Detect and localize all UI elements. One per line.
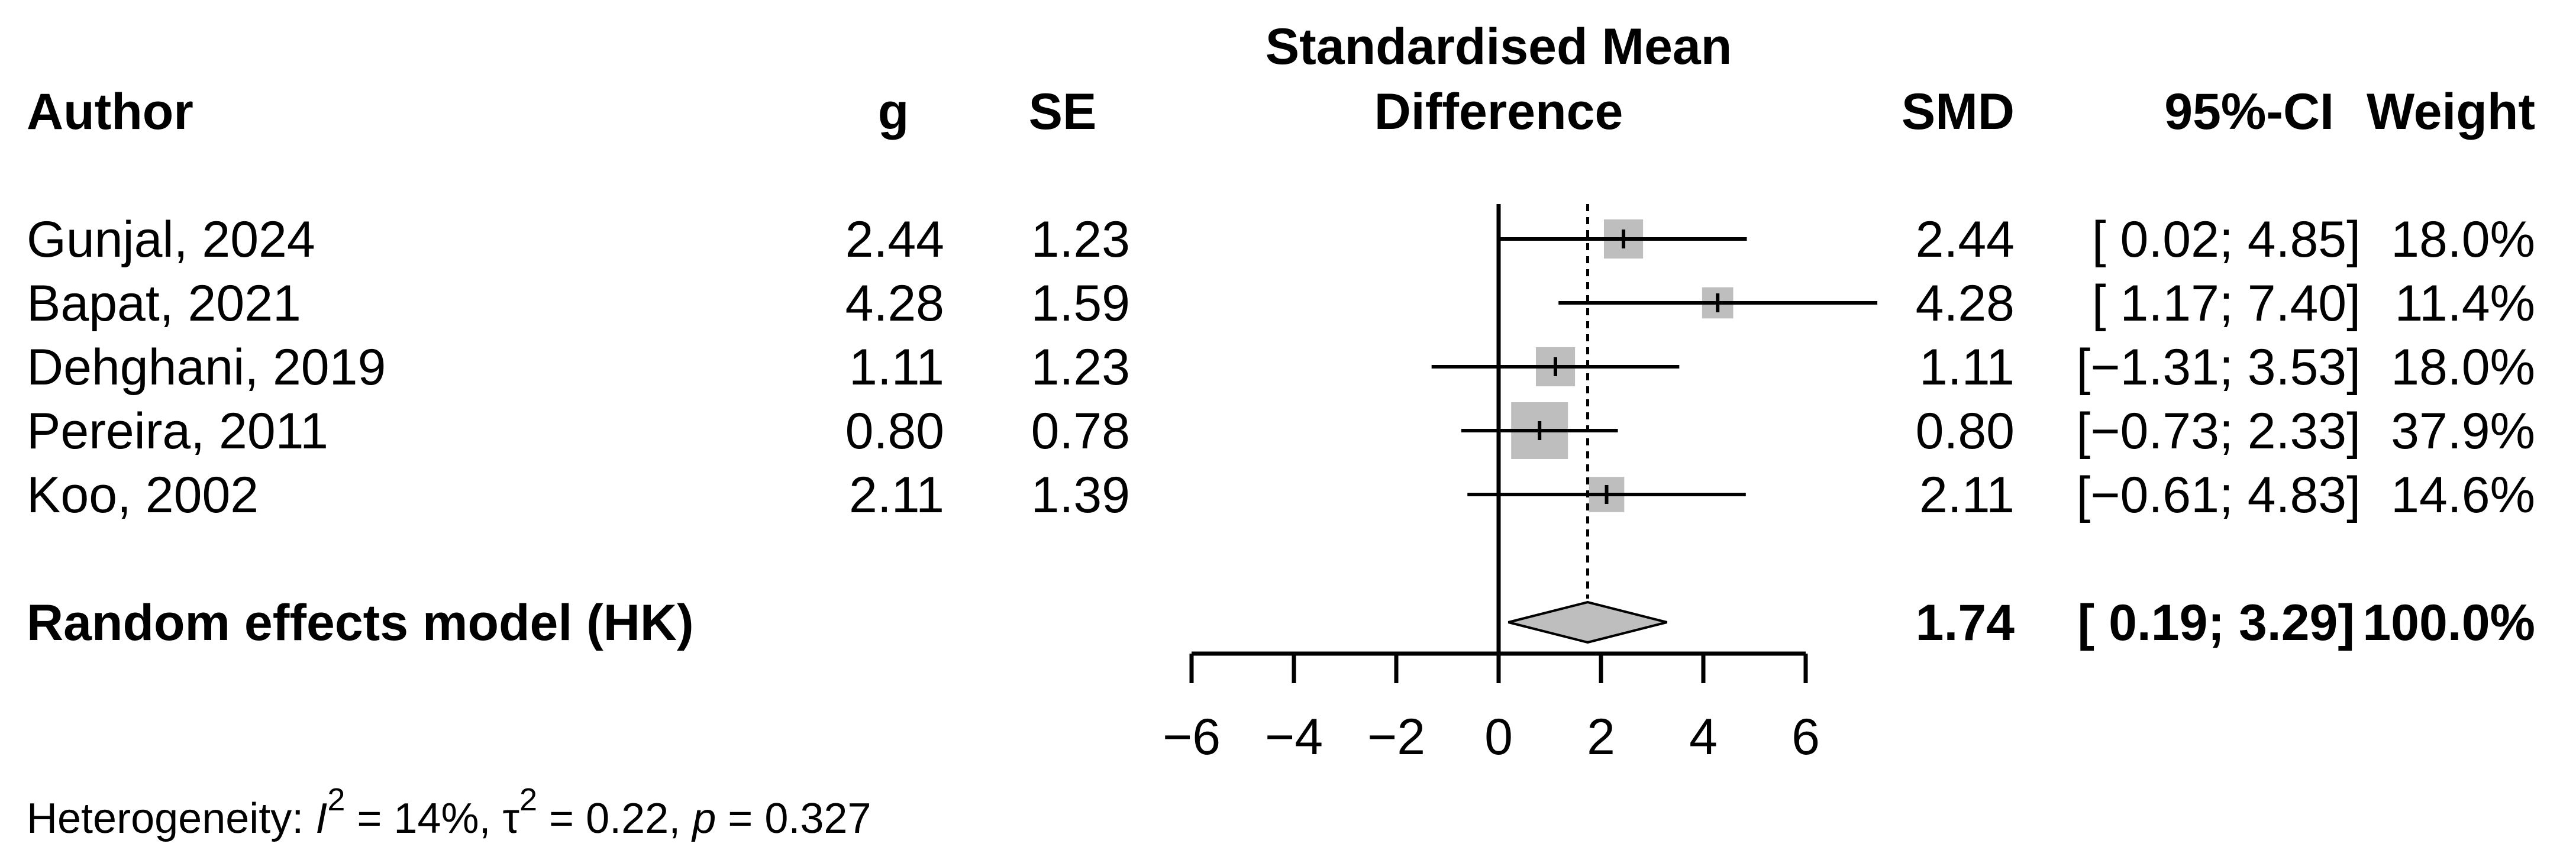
header-g: g (878, 83, 909, 140)
study-smd: 1.11 (1919, 339, 2015, 396)
study-ci: [ 1.17; 7.40] (2092, 275, 2361, 332)
study-author: Bapat, 2021 (27, 275, 301, 332)
x-axis-tick-label: 2 (1587, 709, 1615, 765)
x-axis-tick-label: −6 (1163, 709, 1221, 765)
study-ci: [−0.73; 2.33] (2076, 403, 2361, 460)
study-weight: 37.9% (2391, 403, 2535, 460)
x-axis-tick-label: 4 (1689, 709, 1718, 765)
plot-marks (1431, 204, 1878, 654)
heterogeneity-text: Heterogeneity: I2 = 14%, τ2 = 0.22, p = … (27, 782, 871, 842)
study-ci: [ 0.02; 4.85] (2092, 211, 2361, 268)
x-axis-tick-label: −4 (1265, 709, 1323, 765)
header-plot-line1: Standardised Mean (1266, 18, 1732, 75)
study-weight: 14.6% (2391, 467, 2535, 523)
x-axis-tick-label: 6 (1791, 709, 1820, 765)
study-author: Koo, 2002 (27, 467, 259, 523)
header-weight: Weight (2367, 83, 2535, 140)
x-axis: −6 −4 −2 0 2 4 6 (1163, 651, 1820, 765)
study-g: 2.44 (845, 211, 944, 268)
study-author: Pereira, 2011 (27, 403, 328, 460)
het-p-symbol: p (691, 795, 716, 842)
study-smd: 2.11 (1919, 467, 2015, 523)
header-author: Author (27, 83, 193, 140)
study-se: 1.59 (1031, 275, 1130, 332)
het-p-value: = 0.327 (716, 795, 871, 842)
study-se: 1.23 (1031, 339, 1130, 396)
study-weight: 11.4% (2395, 275, 2535, 332)
pooled-weight: 100.0% (2362, 594, 2535, 651)
study-g: 1.11 (849, 339, 944, 396)
study-se: 1.23 (1031, 211, 1130, 268)
pooled-diamond (1507, 600, 1668, 644)
x-axis-tick-label: 0 (1484, 709, 1513, 765)
study-smd: 0.80 (1916, 403, 2015, 460)
study-weight: 18.0% (2391, 211, 2535, 268)
pooled-label: Random effects model (HK) (27, 594, 694, 651)
study-ci: [−0.61; 4.83] (2076, 467, 2361, 523)
study-se: 1.39 (1031, 467, 1130, 523)
header-se: SE (1029, 83, 1097, 140)
study-rows: Gunjal, 2024 2.44 1.23 2.44 [ 0.02; 4.85] 18.… (27, 211, 2535, 523)
pooled-ci: [ 0.19; 3.29] (2078, 594, 2355, 651)
het-tau-symbol: τ (503, 795, 519, 842)
study-author: Dehghani, 2019 (27, 339, 386, 396)
het-i-value: = 14%, (345, 795, 502, 842)
study-smd: 2.44 (1916, 211, 2015, 268)
het-tau-exp: 2 (519, 782, 537, 817)
study-ci: [−1.31; 3.53] (2076, 339, 2361, 396)
study-g: 2.11 (849, 467, 944, 523)
study-g: 4.28 (845, 275, 944, 332)
header-ci: 95%-CI (2164, 83, 2334, 140)
study-se: 0.78 (1031, 403, 1130, 460)
study-weight: 18.0% (2391, 339, 2535, 396)
pooled-smd: 1.74 (1916, 594, 2015, 651)
study-smd: 4.28 (1916, 275, 2015, 332)
het-i-symbol: I (315, 795, 327, 842)
header-plot-line2: Difference (1374, 83, 1623, 140)
het-prefix: Heterogeneity: (27, 795, 315, 842)
het-tau-value: = 0.22, (537, 795, 692, 842)
study-g: 0.80 (845, 403, 944, 460)
x-axis-tick-label: −2 (1367, 709, 1425, 765)
header-smd: SMD (1902, 83, 2015, 140)
study-author: Gunjal, 2024 (27, 211, 315, 268)
het-i-exp: 2 (327, 782, 345, 817)
